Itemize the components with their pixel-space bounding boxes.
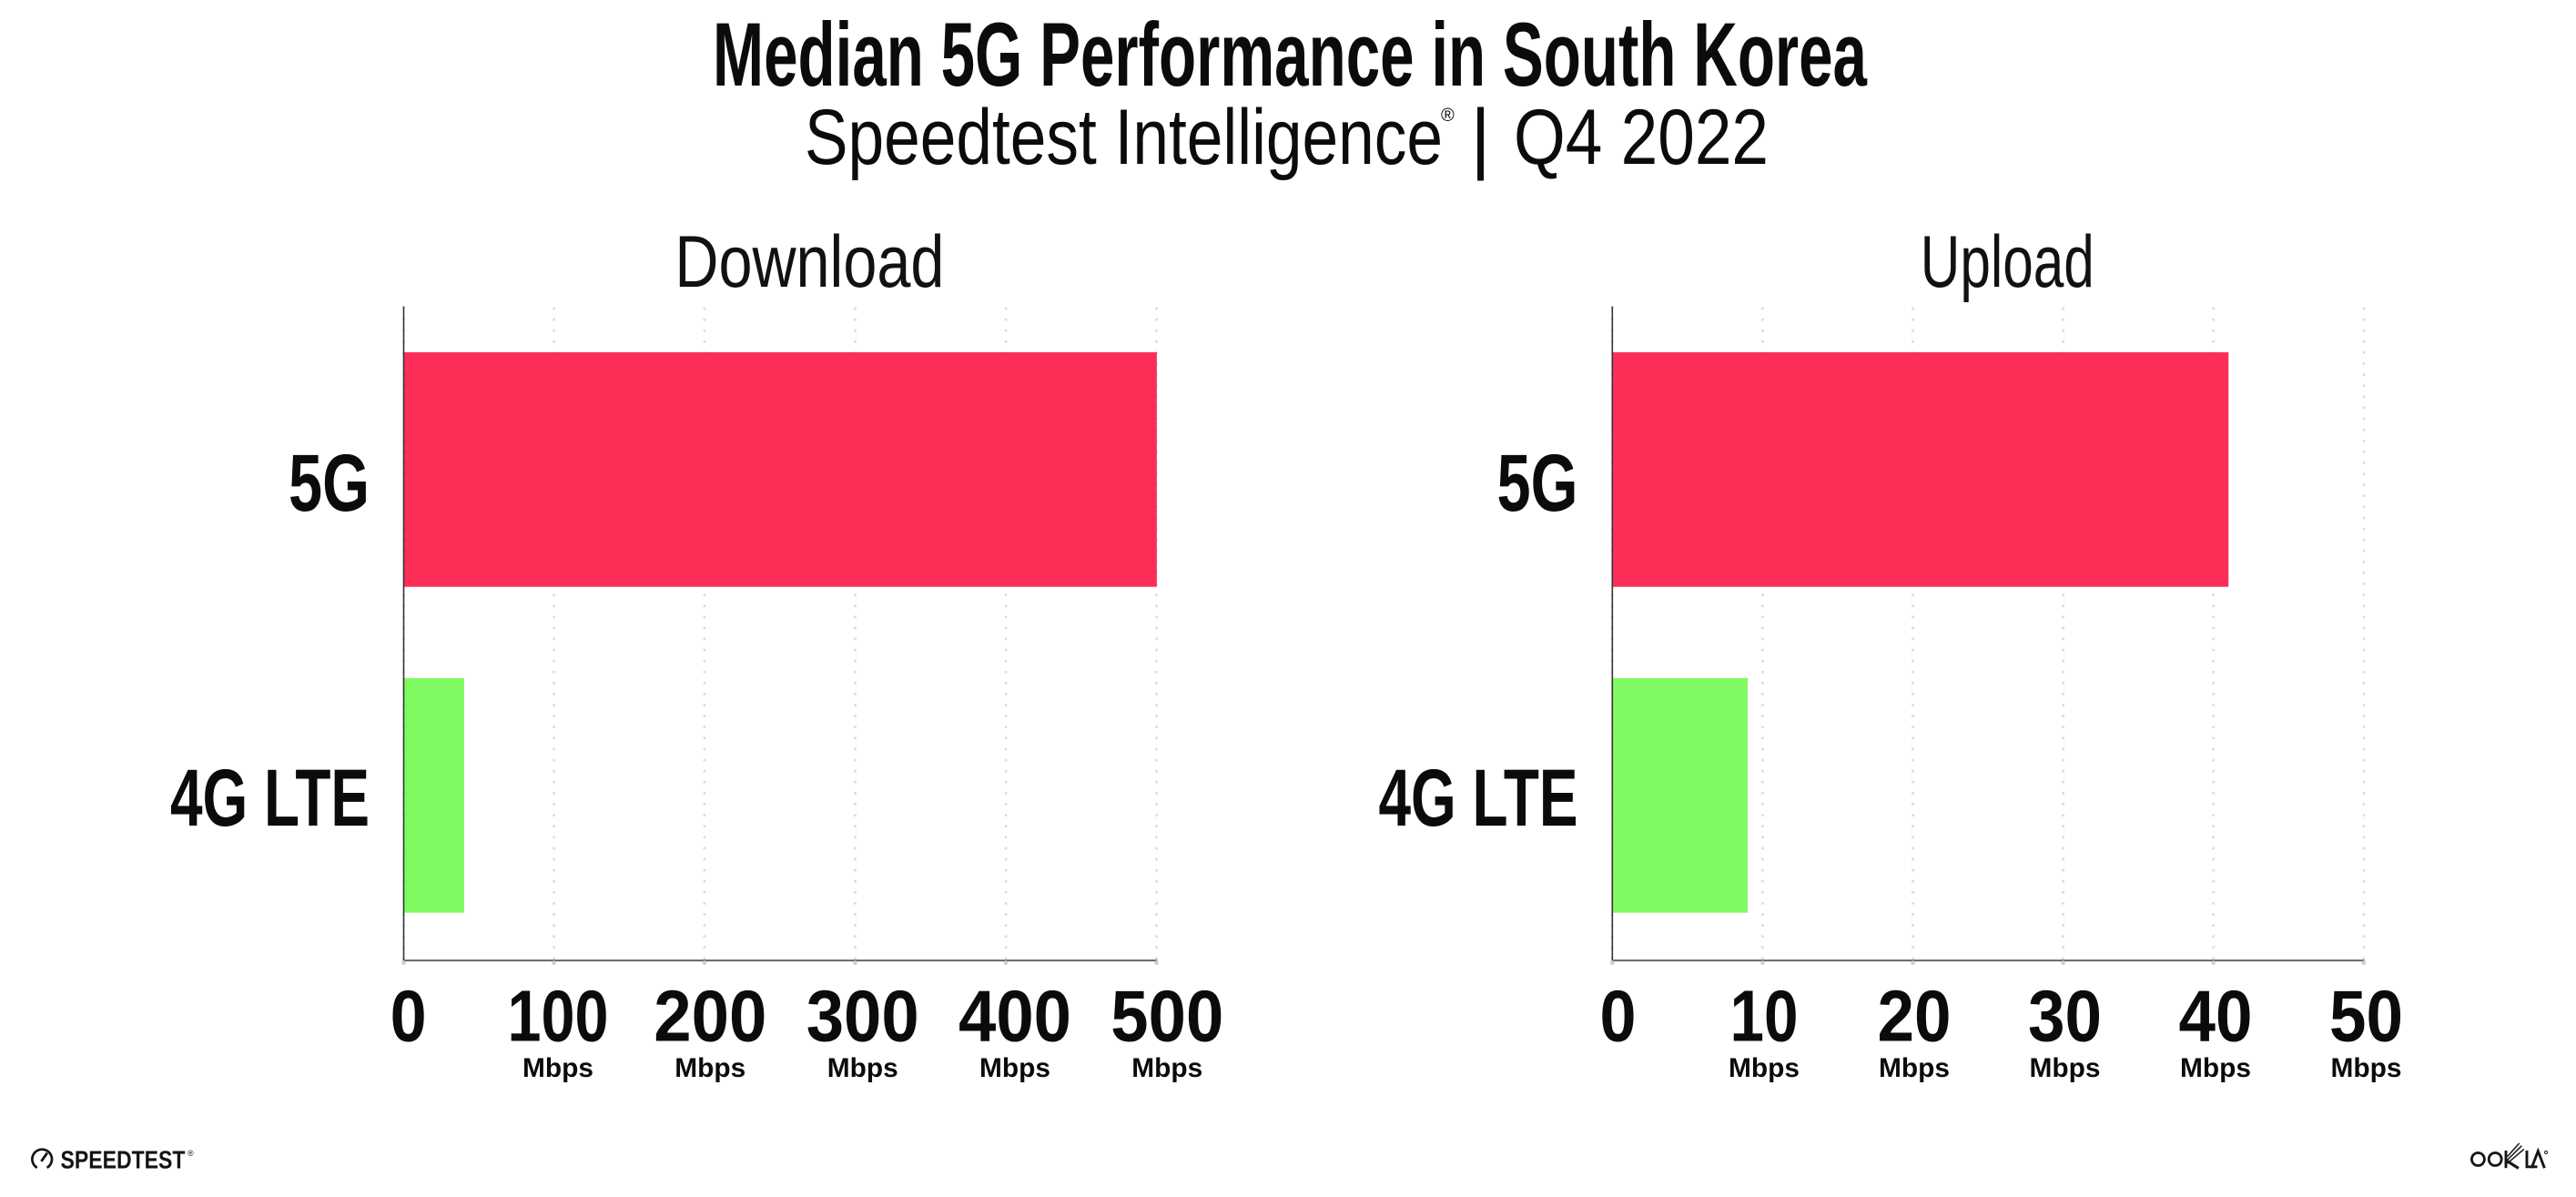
svg-text:4G LTE: 4G LTE bbox=[170, 752, 370, 843]
svg-text:Mbps: Mbps bbox=[1879, 1053, 1950, 1083]
svg-text:5G: 5G bbox=[289, 437, 370, 528]
svg-text:4G LTE: 4G LTE bbox=[1379, 752, 1578, 843]
svg-text:Mbps: Mbps bbox=[979, 1053, 1050, 1083]
svg-text:®: ® bbox=[1441, 106, 1455, 126]
svg-text:SPEEDTEST: SPEEDTEST bbox=[61, 1146, 186, 1174]
svg-text:Mbps: Mbps bbox=[522, 1053, 593, 1083]
svg-text:|: | bbox=[1470, 94, 1490, 181]
svg-text:500: 500 bbox=[1111, 976, 1223, 1057]
svg-text:Mbps: Mbps bbox=[1131, 1053, 1202, 1083]
svg-text:100: 100 bbox=[508, 976, 609, 1057]
svg-text:40: 40 bbox=[2179, 976, 2253, 1057]
svg-text:50: 50 bbox=[2329, 976, 2403, 1057]
svg-text:Mbps: Mbps bbox=[2030, 1053, 2101, 1083]
svg-text:400: 400 bbox=[958, 976, 1071, 1057]
svg-text:200: 200 bbox=[654, 976, 766, 1057]
svg-text:Median 5G Performance in South: Median 5G Performance in South Korea bbox=[713, 4, 1868, 105]
svg-text:300: 300 bbox=[806, 976, 919, 1057]
svg-text:Mbps: Mbps bbox=[674, 1053, 745, 1083]
svg-text:5G: 5G bbox=[1497, 437, 1578, 528]
svg-text:Q4 2022: Q4 2022 bbox=[1514, 94, 1769, 181]
svg-text:20: 20 bbox=[1878, 976, 1952, 1057]
svg-text:0: 0 bbox=[390, 976, 427, 1057]
svg-text:®: ® bbox=[188, 1149, 194, 1158]
svg-text:Mbps: Mbps bbox=[827, 1053, 898, 1083]
svg-text:Mbps: Mbps bbox=[2331, 1053, 2402, 1083]
svg-text:Mbps: Mbps bbox=[1729, 1053, 1800, 1083]
svg-text:Mbps: Mbps bbox=[2180, 1053, 2251, 1083]
svg-text:Download: Download bbox=[674, 221, 944, 303]
svg-text:10: 10 bbox=[1730, 976, 1799, 1057]
svg-text:Upload: Upload bbox=[1921, 221, 2094, 303]
svg-text:0: 0 bbox=[1600, 976, 1637, 1057]
svg-text:Speedtest Intelligence: Speedtest Intelligence bbox=[805, 94, 1443, 181]
svg-text:30: 30 bbox=[2028, 976, 2102, 1057]
